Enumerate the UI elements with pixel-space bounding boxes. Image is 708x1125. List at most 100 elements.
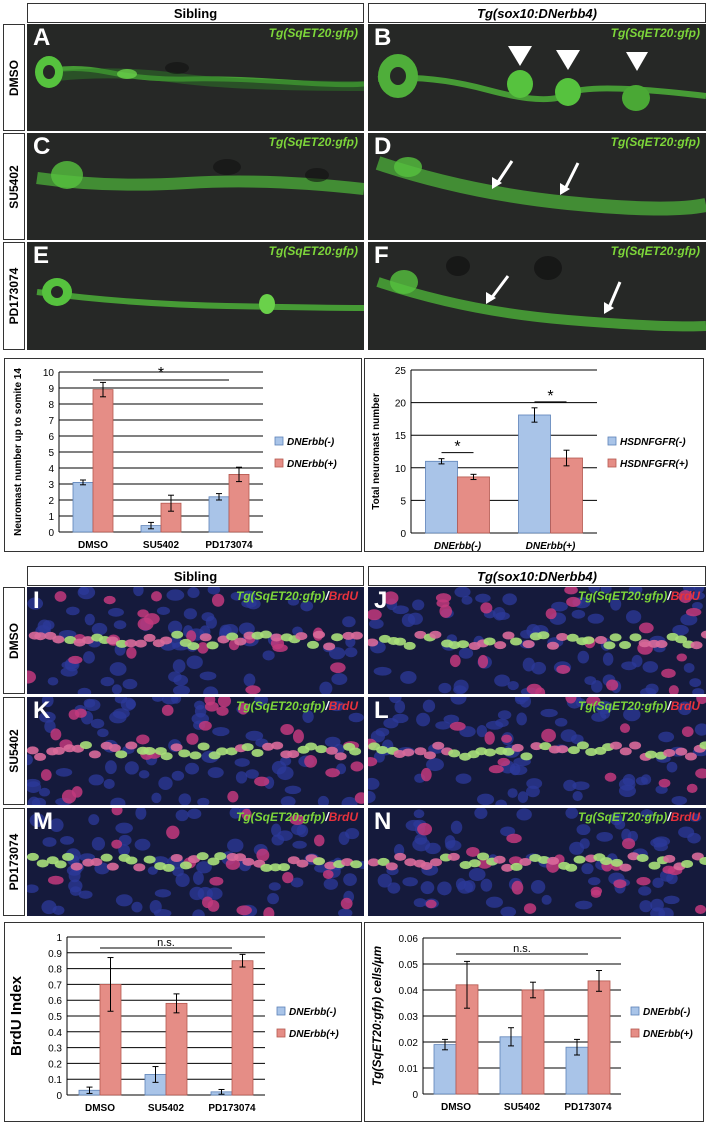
gfp-brdu-label: Tg(SqET20:gfp)/BrdU	[578, 810, 700, 824]
panel-letter: B	[374, 24, 392, 51]
row-label-text: PD173074	[7, 267, 21, 325]
label-separator: /	[325, 810, 329, 824]
bar	[231, 960, 254, 1096]
y-tick-label: 25	[395, 366, 407, 377]
gfp-image	[27, 24, 364, 131]
y-tick-label: 15	[395, 431, 407, 442]
x-tick-label: DMSO	[441, 1102, 471, 1113]
significance-marker: *	[547, 388, 553, 405]
panel-letter: D	[374, 133, 392, 160]
y-tick-label: 0.03	[399, 1012, 419, 1023]
row-label-text: DMSO	[7, 622, 21, 659]
chart-p: 0 0.01 0.02 0.03 0.04 0.05 0.06 Tg(SqET20:gfp) …	[364, 922, 704, 1122]
brdu-label: BrdU	[670, 699, 700, 713]
bar	[228, 474, 250, 533]
x-tick-label: DNErbb(-)	[434, 541, 482, 552]
y-tick-label: 0	[48, 528, 54, 539]
legend-swatch	[630, 1028, 640, 1038]
chart-g-svg: 0 1 2 3 4 5 6 7 8 9 10 Neuromast number up to somit…	[13, 365, 337, 551]
panel-letter: N	[374, 808, 392, 835]
panel-letter: A	[33, 24, 51, 51]
chart-p-svg: 0 0.01 0.02 0.03 0.04 0.05 0.06 Tg(SqET20:gfp) …	[370, 934, 693, 1113]
legend-label: DNErbb(+)	[643, 1029, 693, 1040]
x-tick-label: PD173074	[208, 1103, 256, 1114]
gfp-image	[368, 133, 706, 240]
gfp-label: Tg(SqET20:gfp)	[577, 810, 668, 824]
panel-letter: E	[33, 242, 50, 269]
y-axis-label: Neuromast number up to somite 14	[13, 368, 24, 536]
y-tick-label: 5	[400, 496, 406, 507]
panel-letter: J	[374, 587, 388, 614]
x-tick-label: DMSO	[85, 1103, 115, 1114]
y-tick-label: 0.9	[48, 949, 62, 960]
header-sibling-top: Sibling	[27, 3, 364, 23]
chart-o: 0 0.1 0.2 0.3 0.4 0.5 0.6 0.7 0.8 0.9 1 BrdU Index D…	[4, 922, 362, 1122]
brdu-image	[27, 808, 364, 916]
x-tick-label: SU5402	[143, 540, 180, 551]
micrograph-panel-d: D Tg(SqET20:gfp)	[368, 133, 706, 240]
gfp-label: Tg(SqET20:gfp)	[268, 135, 358, 149]
significance-marker: *	[158, 365, 164, 382]
micrograph-panel-e: E Tg(SqET20:gfp)	[27, 242, 364, 350]
row-label-text: DMSO	[7, 59, 21, 96]
y-tick-label: 0.6	[48, 996, 62, 1007]
bar	[457, 476, 490, 534]
y-tick-label: 0.04	[399, 986, 419, 997]
chart-g: 0 1 2 3 4 5 6 7 8 9 10 Neuromast number up to somit…	[4, 358, 362, 552]
gfp-label: Tg(SqET20:gfp)	[235, 699, 326, 713]
y-tick-label: 0	[56, 1091, 62, 1102]
y-tick-label: 0.05	[399, 960, 419, 971]
legend-label: DNErbb(-)	[289, 1007, 337, 1018]
gfp-brdu-label: Tg(SqET20:gfp)/BrdU	[236, 589, 358, 603]
legend-swatch	[276, 1006, 286, 1016]
gfp-label: Tg(SqET20:gfp)	[235, 589, 326, 603]
row-label-text: PD173074	[7, 833, 21, 891]
row-label-text: SU5402	[7, 729, 21, 773]
brdu-label: BrdU	[328, 699, 358, 713]
y-axis-label: Tg(SqET20:gfp) cells/µm	[370, 946, 384, 1087]
brdu-image	[368, 587, 706, 694]
micrograph-panel-i: I Tg(SqET20:gfp)/BrdU	[27, 587, 364, 694]
y-tick-label: 2	[48, 496, 54, 507]
x-tick-label: PD173074	[564, 1102, 612, 1113]
gfp-brdu-label: Tg(SqET20:gfp)/BrdU	[236, 810, 358, 824]
bar	[165, 1002, 188, 1096]
brdu-image	[27, 587, 364, 694]
legend-swatch	[274, 458, 284, 468]
brdu-image	[27, 697, 364, 805]
y-tick-label: 0.1	[48, 1075, 62, 1086]
gfp-brdu-label: Tg(SqET20:gfp)/BrdU	[578, 589, 700, 603]
bar	[521, 989, 545, 1095]
micrograph-panel-b: B Tg(SqET20:gfp)	[368, 24, 706, 131]
gfp-label: Tg(SqET20:gfp)	[577, 699, 668, 713]
legend-swatch	[274, 436, 284, 446]
micrograph-panel-c: C Tg(SqET20:gfp)	[27, 133, 364, 240]
gfp-brdu-label: Tg(SqET20:gfp)/BrdU	[236, 699, 358, 713]
gfp-image	[27, 242, 364, 350]
y-tick-label: 0.7	[48, 980, 62, 991]
legend-label: DNErbb(-)	[287, 437, 335, 448]
significance-marker: *	[454, 439, 460, 456]
x-tick-label: SU5402	[148, 1103, 185, 1114]
bar	[518, 414, 551, 534]
bar	[550, 457, 583, 534]
panel-letter: I	[33, 587, 40, 614]
arrow-icon	[606, 281, 622, 311]
legend-label: DNErbb(-)	[643, 1007, 691, 1018]
y-tick-label: 5	[48, 448, 54, 459]
gfp-image	[27, 133, 364, 240]
micrograph-panel-n: N Tg(SqET20:gfp)/BrdU	[368, 808, 706, 916]
y-tick-label: 7	[48, 416, 54, 427]
significance-marker: n.s.	[157, 937, 175, 949]
brdu-label: BrdU	[670, 810, 700, 824]
panel-letter: C	[33, 133, 51, 160]
arrowhead-icon	[508, 46, 532, 66]
y-axis-label: BrdU Index	[8, 975, 25, 1056]
y-tick-label: 0	[412, 1090, 418, 1101]
gfp-brdu-label: Tg(SqET20:gfp)/BrdU	[578, 699, 700, 713]
y-tick-label: 0.2	[48, 1059, 62, 1070]
micrograph-panel-m: M Tg(SqET20:gfp)/BrdU	[27, 808, 364, 916]
micrograph-panel-k: K Tg(SqET20:gfp)/BrdU	[27, 697, 364, 805]
brdu-label: BrdU	[328, 810, 358, 824]
y-tick-label: 0.3	[48, 1044, 62, 1055]
